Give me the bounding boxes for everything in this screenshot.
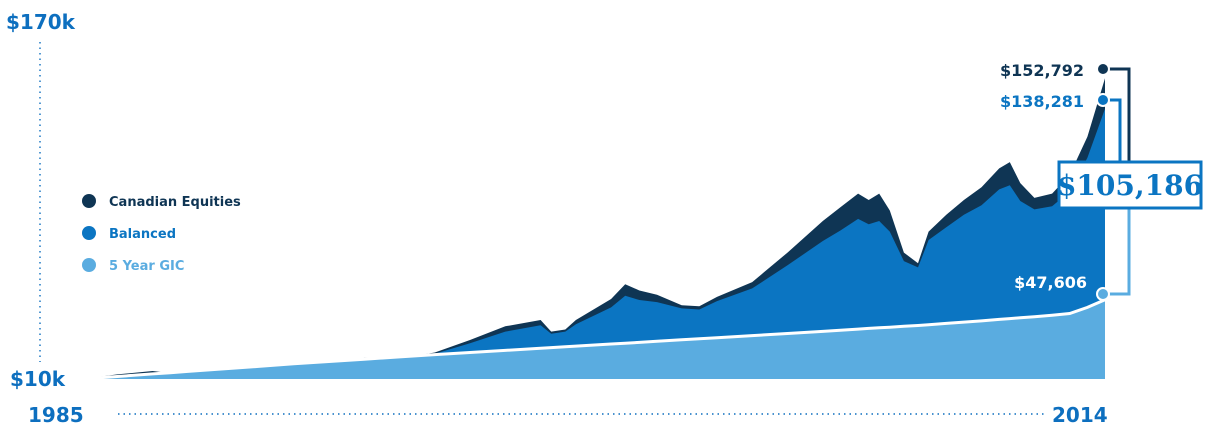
end-point-canadian-equities [1096, 62, 1110, 76]
end-point-5-year-gic [1096, 287, 1110, 301]
end-value-label-balanced: $138,281 [1000, 92, 1084, 111]
series-area-balanced [82, 108, 1105, 380]
legend-label-5-year-gic: 5 Year GIC [109, 259, 184, 274]
bracket-line-bottom [1105, 208, 1131, 296]
end-value-label-canadian-equities: $152,792 [1000, 61, 1084, 80]
legend-label-canadian-equities: Canadian Equities [109, 195, 241, 210]
difference-value-label: $105,186 [1057, 169, 1203, 202]
difference-bracket [1096, 62, 1131, 301]
series-area-5-year-gic [82, 299, 1105, 379]
bracket-line-top [1105, 67, 1131, 164]
x-axis-end-label: 2014 [1052, 403, 1108, 427]
y-axis-max-label: $170k [6, 10, 76, 34]
legend-marker-5-year-gic [82, 258, 96, 272]
end-value-label-5-year-gic: $47,606 [1014, 273, 1087, 292]
legend-label-balanced: Balanced [109, 227, 176, 242]
y-axis-min-label: $10k [10, 367, 66, 391]
x-axis-start-label: 1985 [28, 403, 84, 427]
legend-marker-canadian-equities [82, 194, 96, 208]
difference-box [1057, 160, 1203, 210]
legend: Canadian Equities Balanced 5 Year GIC [82, 194, 241, 274]
legend-marker-balanced [82, 226, 96, 240]
bracket-line-middle [1105, 98, 1122, 164]
series-line-5-year-gic [81, 298, 1106, 381]
end-point-balanced [1096, 93, 1110, 107]
